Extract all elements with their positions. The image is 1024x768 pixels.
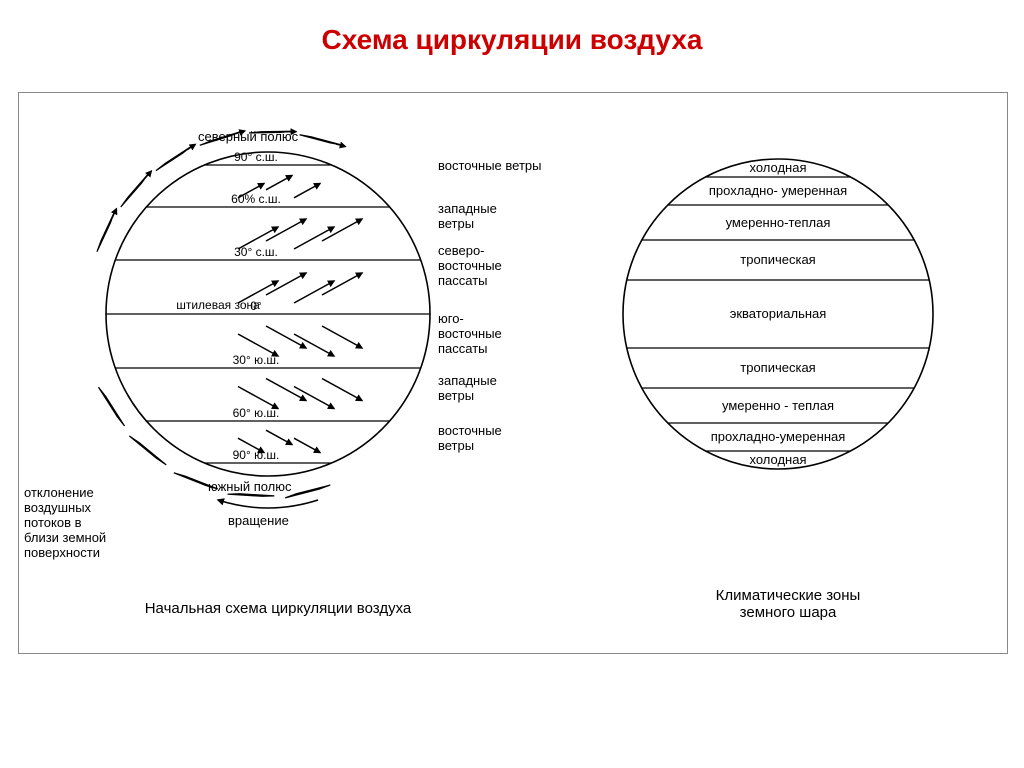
left-caption: Начальная схема циркуляции воздуха (108, 600, 448, 617)
wind-label: восточныеветры (438, 424, 548, 454)
wind-label: юго-восточныепассаты (438, 312, 548, 357)
right-caption: Климатические зоныземного шара (668, 587, 908, 621)
zone-label: холодная (668, 452, 888, 467)
calm-zone-label: штилевая зона (163, 298, 273, 312)
zone-label: умеренно - теплая (668, 398, 888, 413)
wind-label: восточные ветры (438, 159, 548, 174)
latitude-label: 60° ю.ш. (216, 406, 296, 420)
south-pole-label: южный полюс (208, 480, 358, 495)
zone-label: прохладно-умеренная (668, 429, 888, 444)
zone-label: прохладно- умеренная (668, 183, 888, 198)
latitude-label: 90° ю.ш. (216, 448, 296, 462)
zone-label: холодная (668, 160, 888, 175)
zone-label: тропическая (668, 360, 888, 375)
deflection-label: отклонениевоздушныхпотоков вблизи земной… (24, 486, 154, 561)
zone-label: экваториальная (668, 306, 888, 321)
rotation-label: вращение (228, 514, 348, 529)
wind-label: западныеветры (438, 202, 548, 232)
latitude-label: 30° с.ш. (216, 245, 296, 259)
latitude-label: 30° ю.ш. (216, 353, 296, 367)
north-pole-label: северный полюс (198, 130, 348, 145)
latitude-label: 60% с.ш. (216, 192, 296, 206)
zone-label: тропическая (668, 252, 888, 267)
wind-label: западныеветры (438, 374, 548, 404)
latitude-label: 90° с.ш. (216, 150, 296, 164)
page-title: Схема циркуляции воздуха (0, 0, 1024, 56)
zone-label: умеренно-теплая (668, 215, 888, 230)
wind-label: северо-восточныепассаты (438, 244, 548, 289)
